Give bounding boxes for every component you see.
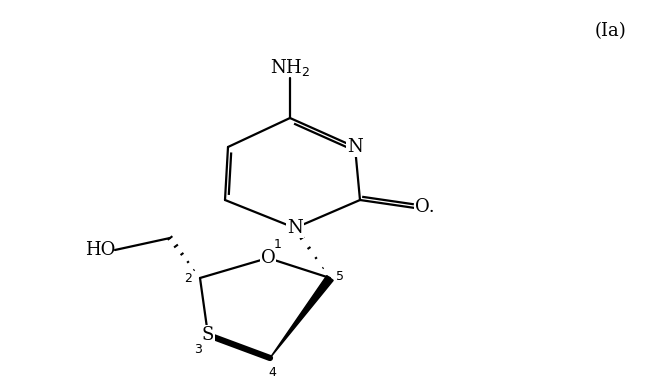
Text: HO: HO <box>85 241 115 259</box>
Polygon shape <box>270 275 333 358</box>
Text: 1: 1 <box>274 238 282 251</box>
Text: 4: 4 <box>268 366 276 379</box>
Text: O: O <box>260 249 275 267</box>
Text: N: N <box>347 138 363 156</box>
Text: 5: 5 <box>336 270 344 282</box>
Text: 3: 3 <box>194 343 202 356</box>
Text: NH$_2$: NH$_2$ <box>270 57 310 78</box>
Text: O.: O. <box>415 198 435 216</box>
Text: S: S <box>202 326 214 344</box>
Text: N: N <box>287 219 303 237</box>
Text: 2: 2 <box>184 272 192 284</box>
Text: (Ia): (Ia) <box>594 22 626 40</box>
